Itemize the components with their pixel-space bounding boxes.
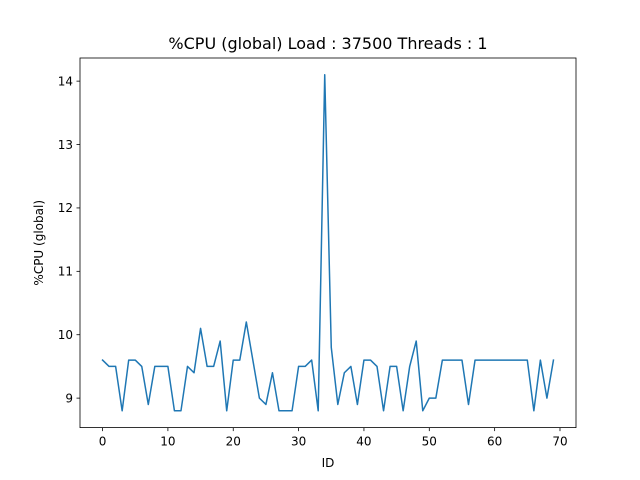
x-tick-label: 0 — [99, 435, 107, 449]
x-tick-label: 10 — [160, 435, 175, 449]
series-line-0 — [101, 74, 555, 412]
x-axis: 0 10 20 30 40 50 60 70 — [99, 427, 568, 449]
x-tick-label: 50 — [422, 435, 437, 449]
chart-title: %CPU (global) Load : 37500 Threads : 1 — [168, 34, 487, 53]
y-tick-label: 14 — [58, 74, 73, 88]
y-axis-label: %CPU (global) — [32, 200, 46, 286]
y-tick-label: 9 — [65, 391, 73, 405]
y-axis: 9 10 11 12 13 14 — [58, 74, 80, 405]
x-tick-label: 40 — [356, 435, 371, 449]
y-tick-label: 11 — [58, 265, 73, 279]
y-tick-label: 13 — [58, 138, 73, 152]
x-tick-label: 20 — [226, 435, 241, 449]
y-tick-label: 12 — [58, 201, 73, 215]
x-tick-label: 30 — [291, 435, 306, 449]
plot-area — [101, 74, 555, 412]
y-tick-label: 10 — [58, 328, 73, 342]
axes-frame — [79, 57, 577, 429]
x-tick-label: 70 — [552, 435, 567, 449]
x-axis-label: ID — [322, 456, 335, 470]
x-tick-label: 60 — [487, 435, 502, 449]
